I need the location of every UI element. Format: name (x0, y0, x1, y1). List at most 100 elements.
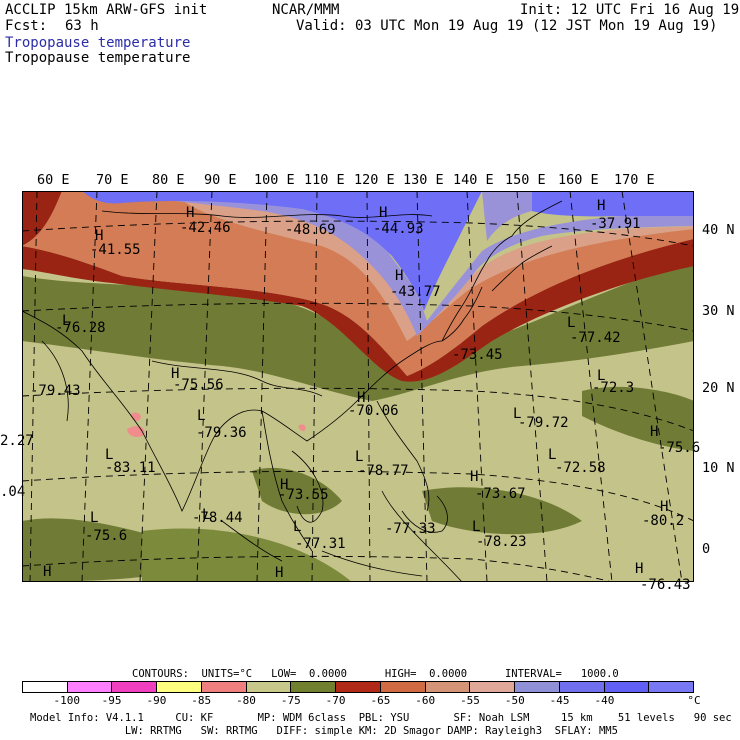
extreme-value: -79.72 (518, 415, 569, 431)
high-marker: H (597, 198, 606, 214)
extreme-value: -79.36 (196, 425, 247, 441)
colorbar-tick: -75 (280, 694, 301, 707)
model-physics: LW: RRTMG SW: RRTMG DIFF: simple KM: 2D … (30, 725, 618, 737)
colorbar-tick: -55 (460, 694, 480, 707)
extreme-value: -78.44 (192, 510, 243, 526)
olive-patch (422, 487, 582, 535)
extreme-value: -72.3 (592, 380, 635, 396)
model-title: ACCLIP 15km ARW-GFS init (5, 2, 208, 18)
olive-patch (582, 386, 694, 451)
extreme-value: -41.55 (90, 242, 141, 258)
lon-label: 160 E (558, 172, 599, 188)
pink-patch (298, 424, 306, 431)
high-marker: H (379, 205, 388, 221)
lon-label: 170 E (614, 172, 655, 188)
lon-label: 70 E (96, 172, 129, 188)
lon-label: 90 E (204, 172, 237, 188)
lon-label: 60 E (37, 172, 70, 188)
extreme-value: -70.06 (348, 403, 399, 419)
extreme-value: .04 (0, 484, 26, 500)
olive-patch (142, 528, 352, 582)
extreme-value: -37.91 (590, 216, 641, 232)
init-time: Init: 12 UTC Fri 16 Aug 19 (520, 2, 740, 18)
colorbar-tick: -50 (504, 694, 525, 707)
colorbar-swatch (380, 682, 426, 692)
low-marker: L (355, 449, 364, 465)
colorbar-swatch (604, 682, 650, 692)
low-marker: L (597, 368, 606, 384)
low-marker: L (90, 510, 99, 526)
coastlines (22, 200, 563, 582)
high-marker: H (660, 499, 669, 515)
colorbar-tick: -90 (146, 694, 167, 707)
colorbar-tick: -65 (370, 694, 391, 707)
colorbar-tick: -95 (101, 694, 122, 707)
colorbar-swatch (157, 682, 202, 692)
colorbar-swatch (649, 682, 694, 692)
low-marker: L (202, 507, 211, 523)
graticule (22, 191, 694, 582)
extreme-value: -77.33 (385, 521, 436, 537)
low-marker: L (62, 313, 71, 329)
extreme-value: -75.56 (173, 377, 224, 393)
high-marker: H (43, 564, 52, 580)
colorbar-tick: -80 (236, 694, 256, 707)
high-marker: H (635, 561, 644, 577)
extreme-value: -44.93 (373, 221, 424, 237)
colorbar-tick: -70 (325, 694, 346, 707)
colorbar-unit: °C (687, 694, 701, 707)
lon-label: 140 E (453, 172, 494, 188)
map-panel[interactable] (22, 191, 694, 582)
high-marker: H (95, 228, 104, 244)
blue-region (532, 191, 694, 217)
high-marker: H (357, 390, 366, 406)
lon-label: 120 E (354, 172, 395, 188)
colorbar-swatch (291, 682, 337, 692)
contour-info: CONTOURS: UNITS=°C LOW= 0.0000 HIGH= 0.0… (132, 668, 619, 680)
lavender-band (482, 191, 532, 241)
extreme-value: 2.27 (0, 433, 34, 449)
extreme-value: -48.69 (285, 222, 336, 238)
extreme-value: -75.6 (658, 440, 701, 456)
extreme-value: -78.77 (358, 463, 409, 479)
extreme-value: -79.43 (30, 383, 81, 399)
colorbar-swatch (336, 682, 381, 692)
forecast-label: Fcst: (5, 18, 48, 34)
extreme-value: -43.77 (390, 284, 441, 300)
colorbar-swatch (515, 682, 560, 692)
extreme-value: -73.45 (452, 347, 503, 363)
olive-patch (252, 467, 342, 515)
olive-band (22, 261, 694, 401)
extreme-value: -77.42 (570, 330, 621, 346)
colorbar-swatch (246, 682, 292, 692)
high-marker: H (186, 205, 195, 221)
colorbar-swatch (425, 682, 471, 692)
lon-label: 150 E (505, 172, 546, 188)
low-marker: L (197, 408, 206, 424)
high-marker: H (395, 268, 404, 284)
lat-label: 0 (702, 541, 711, 557)
field-title-colored: Tropopause temperature (5, 35, 191, 51)
organization: NCAR/MMM (272, 2, 340, 18)
extreme-value: -76.28 (55, 320, 106, 336)
colorbar-swatch (201, 682, 247, 692)
orange-band (22, 191, 694, 376)
lon-label: 100 E (254, 172, 295, 188)
colorbar-swatch (559, 682, 605, 692)
lat-label: 10 N (702, 460, 735, 476)
lat-label: 30 N (702, 303, 735, 319)
colorbar-tick: -40 (594, 694, 615, 707)
model-info: Model Info: V4.1.1 CU: KF MP: WDM 6class… (30, 712, 732, 724)
lat-label: 40 N (702, 222, 735, 238)
extreme-value: -75.6 (85, 528, 128, 544)
extreme-value: -77.31 (295, 536, 346, 552)
lon-label: 130 E (403, 172, 444, 188)
lavender-band (102, 191, 694, 336)
extreme-value: -76.43 (640, 577, 691, 593)
low-marker: L (293, 519, 302, 535)
low-marker: L (472, 519, 481, 535)
colorbar-tick: -45 (549, 694, 570, 707)
high-marker: H (470, 469, 479, 485)
extreme-value: -80.2 (642, 513, 685, 529)
extreme-value: -42.46 (180, 220, 231, 236)
